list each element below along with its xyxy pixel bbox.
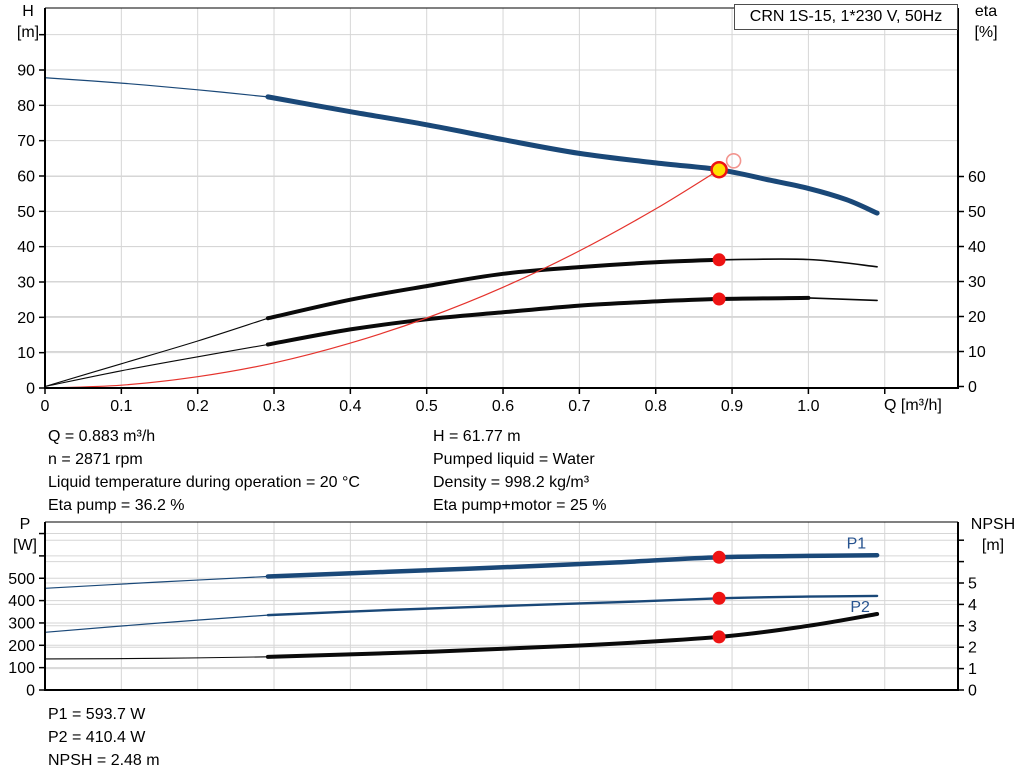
head-curve-thin	[44, 77, 269, 98]
npsh-axis-title: NPSH	[970, 516, 1016, 533]
right-tick-label: 0	[968, 683, 977, 700]
left-tick-label: 50	[17, 204, 35, 221]
right-tick-label: 2	[968, 640, 977, 657]
left-tick-label: 60	[17, 169, 35, 186]
annotation-head: H = 61.77 m	[433, 428, 521, 445]
h-axis-unit: [m]	[16, 24, 40, 41]
x-tick-label: 0.8	[645, 398, 667, 415]
pump-title-box: CRN 1S-15, 1*230 V, 50Hz	[734, 4, 958, 30]
eta-pump-motor-curve-tail	[807, 297, 878, 302]
annotation-eta-total: Eta pump+motor = 25 %	[433, 497, 607, 514]
annotation-eta-pump: Eta pump = 36.2 %	[48, 497, 185, 514]
right-tick-label: 1	[968, 661, 977, 678]
annotation-p2: P2 = 410.4 W	[48, 729, 146, 746]
eta-pump-curve	[265, 257, 722, 321]
annotation-p1: P1 = 593.7 W	[48, 706, 146, 723]
left-tick-label: 400	[8, 593, 35, 610]
requested-duty-point	[725, 153, 742, 169]
p2-curve-thin	[44, 614, 269, 633]
p1-curve-thin	[44, 575, 269, 589]
series-label-p2: P2	[850, 599, 870, 616]
annotation-npsh: NPSH = 2.48 m	[48, 752, 160, 769]
left-tick-label: 500	[8, 571, 35, 588]
p1-point	[712, 550, 726, 564]
left-tick-label: 10	[17, 345, 35, 362]
q-axis-title: Q [m³/h]	[884, 397, 942, 414]
p2-curve	[266, 594, 879, 617]
x-tick-label: 0.4	[339, 398, 361, 415]
right-tick-label: 4	[968, 597, 977, 614]
annotation-liquid: Pumped liquid = Water	[433, 451, 595, 468]
x-tick-label: 0.1	[110, 398, 132, 415]
x-tick-label: 0.7	[568, 398, 590, 415]
left-tick-label: 90	[17, 63, 35, 80]
p2-point	[712, 591, 726, 605]
left-tick-label: 100	[8, 660, 35, 677]
right-tick-label: 30	[968, 274, 986, 291]
h-axis-title: H	[22, 3, 34, 20]
left-tick-label: 30	[17, 275, 35, 292]
p-axis-title: P	[19, 516, 31, 533]
p1-curve	[265, 552, 880, 579]
right-tick-label: 3	[968, 618, 977, 635]
left-tick-label: 200	[8, 638, 35, 655]
right-tick-label: 20	[968, 309, 986, 326]
npsh-point	[712, 630, 726, 644]
eta-pump-point	[712, 253, 726, 267]
right-tick-label: 10	[968, 344, 986, 361]
duty-point	[710, 160, 728, 179]
left-tick-label: 20	[17, 310, 35, 327]
x-tick-label: 1.0	[797, 398, 819, 415]
eta-axis-unit: [%]	[974, 24, 998, 41]
npsh-axis-unit: [m]	[981, 537, 1005, 554]
annotation-density: Density = 998.2 kg/m³	[433, 474, 590, 491]
right-tick-label: 50	[968, 204, 986, 221]
annotation-q: Q = 0.883 m³/h	[48, 428, 156, 445]
series-label-p1: P1	[847, 536, 867, 553]
left-tick-label: 80	[17, 98, 35, 115]
eta-pump-motor-point	[712, 292, 726, 306]
power-npsh-chart: 0 100 200 300 400 500 0 1 2 3 4 5 P1 P2	[8, 521, 977, 700]
x-tick-label: 0.2	[187, 398, 209, 415]
eta-axis-title: eta	[974, 3, 998, 20]
x-tick-label: 0.6	[492, 398, 514, 415]
left-tick-label: 40	[17, 239, 35, 256]
left-tick-label: 70	[17, 133, 35, 150]
system-curve	[44, 169, 720, 389]
eta-pump-curve-thin	[44, 317, 269, 388]
head-curve	[265, 94, 880, 216]
right-tick-label: 60	[968, 169, 986, 186]
left-tick-label: 0	[26, 381, 35, 398]
npsh-curve-thin	[44, 656, 269, 660]
x-tick-label: 0.3	[263, 398, 285, 415]
annotation-speed: n = 2871 rpm	[48, 451, 143, 468]
npsh-curve	[265, 612, 880, 659]
eta-pump-motor-curve	[265, 295, 811, 347]
right-tick-label: 0	[968, 379, 977, 396]
left-tick-label: 0	[26, 683, 35, 700]
x-tick-label: 0	[41, 398, 50, 415]
right-tick-label: 5	[968, 576, 977, 593]
qh-eta-chart: 0 10 20 30 40 50 60 70 80 90 0 10 20 30 40 50 60 0 0.1 0.2 0…	[17, 7, 986, 415]
p-axis-unit: [W]	[13, 537, 37, 554]
x-tick-label: 0.5	[416, 398, 438, 415]
x-tick-label: 0.9	[721, 398, 743, 415]
annotation-temperature: Liquid temperature during operation = 20…	[48, 474, 360, 491]
eta-pump-curve-tail	[718, 258, 878, 268]
left-tick-label: 300	[8, 615, 35, 632]
eta-pump-motor-curve-thin	[44, 343, 269, 388]
right-tick-label: 40	[968, 239, 986, 256]
